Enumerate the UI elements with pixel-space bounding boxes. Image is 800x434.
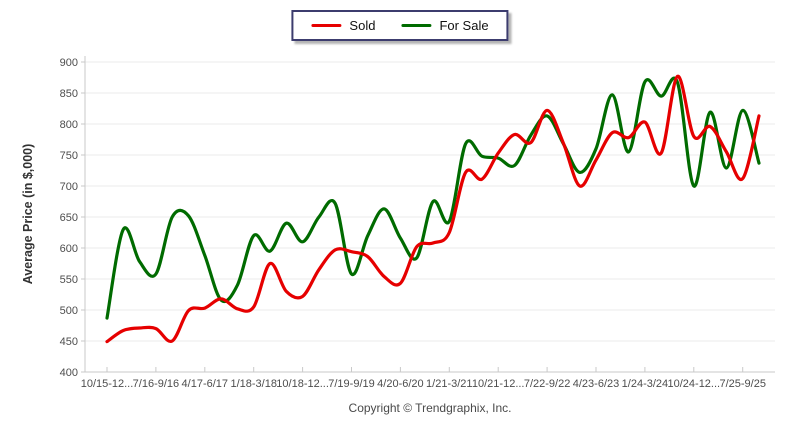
y-tick-label: 650 xyxy=(60,212,78,224)
legend-label-for-sale: For Sale xyxy=(439,18,489,33)
x-tick-label: 10/15-12... xyxy=(81,378,134,390)
y-tick-label: 900 xyxy=(60,57,78,69)
copyright-text: Copyright © Trendgraphix, Inc. xyxy=(348,401,512,415)
for-sale-line-swatch xyxy=(401,24,432,27)
legend-item-sold: Sold xyxy=(311,18,375,33)
y-tick-label: 550 xyxy=(60,274,78,286)
x-tick-label: 4/20-6/20 xyxy=(377,378,423,390)
y-axis-title: Average Price (in $,000) xyxy=(21,143,35,285)
y-tick-label: 400 xyxy=(60,367,78,379)
sold-line-swatch xyxy=(311,24,342,27)
x-tick-label: 10/24-12... xyxy=(668,378,721,390)
x-tick-label: 7/25-9/25 xyxy=(719,378,765,390)
legend-label-sold: Sold xyxy=(349,18,376,33)
y-tick-label: 600 xyxy=(60,243,78,255)
y-tick-label: 850 xyxy=(60,88,78,100)
x-tick-label: 1/18-3/18 xyxy=(230,378,276,390)
x-tick-label: 4/23-6/23 xyxy=(573,378,619,390)
x-tick-label: 7/16-9/16 xyxy=(133,378,179,390)
x-tick-label: 1/21-3/21 xyxy=(426,378,472,390)
for-sale-line xyxy=(105,76,761,320)
x-tick-label: 7/22-9/22 xyxy=(524,378,570,390)
y-tick-label: 750 xyxy=(60,150,78,162)
y-tick-label: 700 xyxy=(60,181,78,193)
y-tick-label: 500 xyxy=(60,305,78,317)
sold-line xyxy=(105,74,761,344)
x-tick-label: 10/21-12... xyxy=(472,378,525,390)
x-tick-label: 7/19-9/19 xyxy=(328,378,374,390)
y-tick-label: 450 xyxy=(60,336,78,348)
legend: Sold For Sale xyxy=(291,10,509,41)
x-tick-label: 1/24-3/24 xyxy=(622,378,668,390)
x-tick-label: 10/18-12... xyxy=(276,378,329,390)
x-tick-label: 4/17-6/17 xyxy=(182,378,228,390)
y-tick-label: 800 xyxy=(60,119,78,131)
legend-item-for-sale: For Sale xyxy=(401,18,489,33)
